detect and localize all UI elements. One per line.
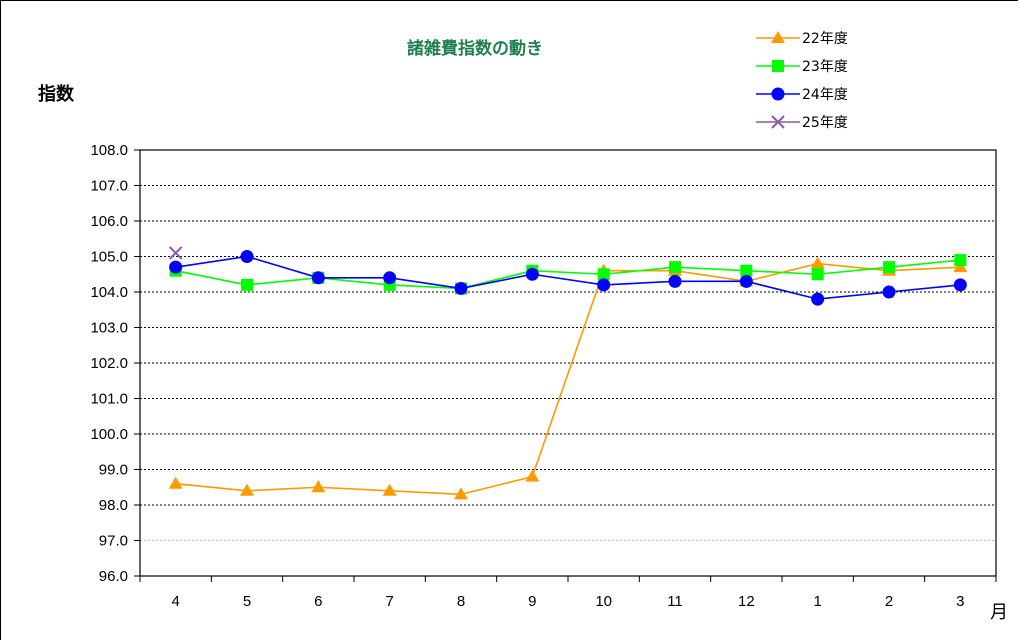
- legend: 22年度 23年度 24年度 25年度: [756, 31, 848, 131]
- x-tick-labels: 4 5 6 7 8 9 10 11 12 1 2 3: [171, 593, 964, 610]
- data-point-x: [771, 115, 785, 129]
- data-point-triangle: [525, 469, 540, 482]
- y-tick-label: 105.0: [90, 249, 128, 266]
- series-line: [175, 259, 961, 290]
- y-tick-label: 101.0: [90, 391, 128, 408]
- data-point-circle: [597, 278, 611, 292]
- y-tick-label: 100.0: [90, 426, 128, 443]
- x-tick-label: 4: [171, 593, 179, 610]
- data-point-triangle: [810, 256, 825, 269]
- x-tick-label: 3: [956, 593, 964, 610]
- legend-label: 22年度: [802, 31, 848, 47]
- chart-title: 諸雑費指数の動き: [407, 39, 543, 59]
- data-point-circle: [454, 281, 468, 295]
- x-tick-label: 5: [243, 593, 251, 610]
- data-point-triangle: [168, 476, 183, 489]
- data-point-triangle: [240, 483, 254, 496]
- x-tick-label: 2: [885, 593, 893, 610]
- y-axis-label: 指数: [38, 84, 74, 105]
- y-tick-label: 96.0: [99, 568, 128, 585]
- legend-item: 23年度: [756, 59, 848, 75]
- x-axis-label: 月: [990, 602, 1008, 623]
- x-tick-label: 1: [813, 593, 821, 610]
- legend-label: 24年度: [802, 87, 848, 103]
- grid-lines: [140, 149, 996, 541]
- legend-label: 23年度: [802, 59, 848, 75]
- data-point-square: [883, 261, 895, 274]
- data-point-square: [772, 60, 784, 72]
- y-tick-label: 98.0: [99, 497, 128, 514]
- data-point-circle: [525, 267, 539, 281]
- y-tick-label: 104.0: [90, 284, 128, 301]
- data-point-circle: [953, 278, 967, 292]
- series-line: [175, 255, 961, 300]
- data-point-circle: [811, 292, 825, 306]
- data-point-triangle: [771, 31, 785, 43]
- data-point-x: [168, 246, 183, 260]
- series-group: [168, 246, 968, 500]
- data-point-square: [954, 254, 967, 267]
- data-point-square: [811, 268, 824, 281]
- y-tick-labels: 108.0 107.0 106.0 105.0 104.0 103.0 102.0 101.0…: [90, 142, 128, 585]
- x-tick-label: 11: [667, 593, 683, 610]
- data-point-circle: [771, 87, 785, 101]
- x-tick-label: 8: [457, 593, 465, 610]
- axes: [134, 149, 997, 582]
- data-point-circle: [311, 271, 325, 285]
- y-tick-label: 99.0: [99, 462, 128, 479]
- x-tick-label: 6: [314, 593, 322, 610]
- legend-item: 22年度: [756, 31, 848, 47]
- series-line: [175, 262, 961, 496]
- data-point-square: [740, 264, 753, 277]
- y-tick-label: 103.0: [90, 320, 128, 337]
- data-point-circle: [240, 250, 254, 263]
- x-tick-label: 10: [595, 593, 612, 610]
- x-tick-label: 9: [528, 593, 536, 610]
- y-tick-label: 97.0: [99, 533, 128, 550]
- data-point-circle: [668, 274, 682, 288]
- data-point-circle: [739, 274, 753, 288]
- series-3: [169, 250, 967, 306]
- series-1: [168, 256, 968, 500]
- data-point-triangle: [311, 480, 326, 493]
- data-point-square: [669, 261, 681, 274]
- data-point-circle: [169, 260, 183, 274]
- legend-item: 25年度: [756, 115, 848, 131]
- series-2: [169, 254, 967, 295]
- y-tick-label: 106.0: [90, 213, 128, 230]
- data-point-triangle: [953, 260, 968, 273]
- legend-label: 25年度: [802, 115, 848, 131]
- series-4: [168, 246, 183, 260]
- legend-item: 24年度: [756, 87, 848, 103]
- data-point-triangle: [382, 483, 397, 496]
- data-point-square: [241, 278, 253, 291]
- data-point-square: [597, 268, 610, 281]
- data-point-circle: [383, 271, 397, 285]
- y-tick-label: 108.0: [90, 142, 128, 159]
- y-tick-label: 107.0: [90, 178, 128, 195]
- data-point-triangle: [454, 487, 468, 500]
- x-tick-label: 7: [385, 593, 393, 610]
- y-tick-label: 102.0: [90, 355, 128, 372]
- data-point-circle: [882, 285, 896, 299]
- x-tick-label: 12: [738, 593, 755, 610]
